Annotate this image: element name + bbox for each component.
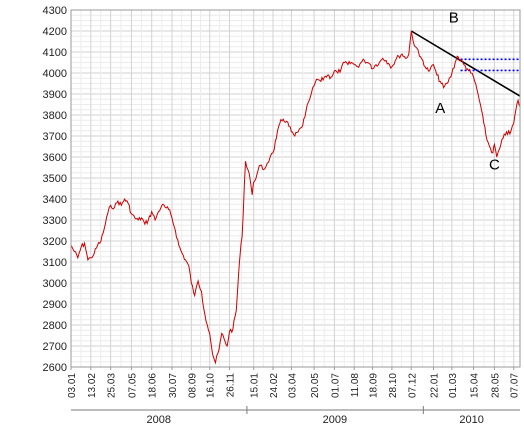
chart-overlays <box>410 30 521 97</box>
x-tick-label: 07.12 <box>407 373 418 398</box>
trendline <box>410 30 521 97</box>
y-tick-label: 4200 <box>43 26 67 38</box>
y-tick-label: 3000 <box>43 278 67 290</box>
y-tick-label: 3300 <box>43 215 67 227</box>
chart-series <box>70 30 521 365</box>
y-tick-label: 4300 <box>43 5 67 17</box>
y-tick-label: 4100 <box>43 47 67 59</box>
x-tick-label: 03.01 <box>67 373 78 398</box>
x-tick-label: 25.03 <box>107 373 118 398</box>
y-axis: 2600 2700 2800 2900 3000 3100 3200 3300 3400 3500… <box>43 5 67 374</box>
x-tick-label: 15.01 <box>250 373 261 398</box>
y-tick-label: 3700 <box>43 131 67 143</box>
x-tick-label: 20.05 <box>310 373 321 398</box>
y-tick-label: 3800 <box>43 110 67 122</box>
y-tick-label: 2900 <box>43 299 67 311</box>
year-label: 2010 <box>459 414 483 426</box>
x-tick-label: 11.08 <box>350 373 361 398</box>
price-series-line <box>70 30 521 365</box>
x-tick-label: 16.10 <box>206 373 217 398</box>
x-tick-label: 18.06 <box>148 373 159 398</box>
y-tick-label: 3400 <box>43 194 67 206</box>
x-tick-label: 01.07 <box>330 373 341 398</box>
x-tick-label: 15.04 <box>470 373 481 398</box>
x-axis: 03.01 13.02 25.03 07.05 18.06 30.07 08.09 16.10… <box>67 367 521 426</box>
y-tick-label: 2800 <box>43 320 67 332</box>
x-tick-label: 13.02 <box>87 373 98 398</box>
annotation-label-a: A <box>435 100 445 117</box>
x-tick-label: 08.09 <box>187 373 198 398</box>
x-tick-label: 18.09 <box>369 373 380 398</box>
x-tick-label: 30.07 <box>168 373 179 398</box>
y-tick-label: 3600 <box>43 152 67 164</box>
x-tick-label: 22.01 <box>429 373 440 398</box>
x-tick-label: 07.07 <box>510 373 521 398</box>
y-tick-label: 3100 <box>43 257 67 269</box>
y-tick-label: 3500 <box>43 173 67 185</box>
chart-grid <box>70 9 520 368</box>
annotation-label-c: C <box>489 157 500 174</box>
year-label: 2009 <box>323 414 347 426</box>
plot-frame <box>70 9 521 368</box>
x-tick-label: 07.05 <box>127 373 138 398</box>
chart-annotations: A B C <box>435 10 500 174</box>
x-tick-label: 28.10 <box>388 373 399 398</box>
x-tick-label: 26.11 <box>226 373 237 398</box>
y-tick-label: 4000 <box>43 68 67 80</box>
x-tick-label: 03.04 <box>287 373 298 398</box>
year-label: 2008 <box>146 414 170 426</box>
y-tick-label: 3900 <box>43 89 67 101</box>
y-tick-label: 2600 <box>43 362 67 374</box>
annotation-label-b: B <box>449 10 459 27</box>
x-tick-label: 01.03 <box>448 373 459 398</box>
x-tick-label: 28.05 <box>490 373 501 398</box>
y-tick-label: 2700 <box>43 341 67 353</box>
x-tick-label: 24.02 <box>269 373 280 398</box>
y-tick-label: 3200 <box>43 236 67 248</box>
